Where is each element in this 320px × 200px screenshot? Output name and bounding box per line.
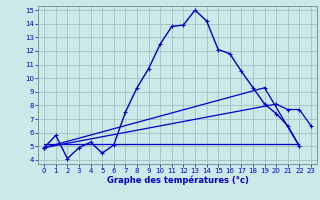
- X-axis label: Graphe des températures (°c): Graphe des températures (°c): [107, 176, 249, 185]
